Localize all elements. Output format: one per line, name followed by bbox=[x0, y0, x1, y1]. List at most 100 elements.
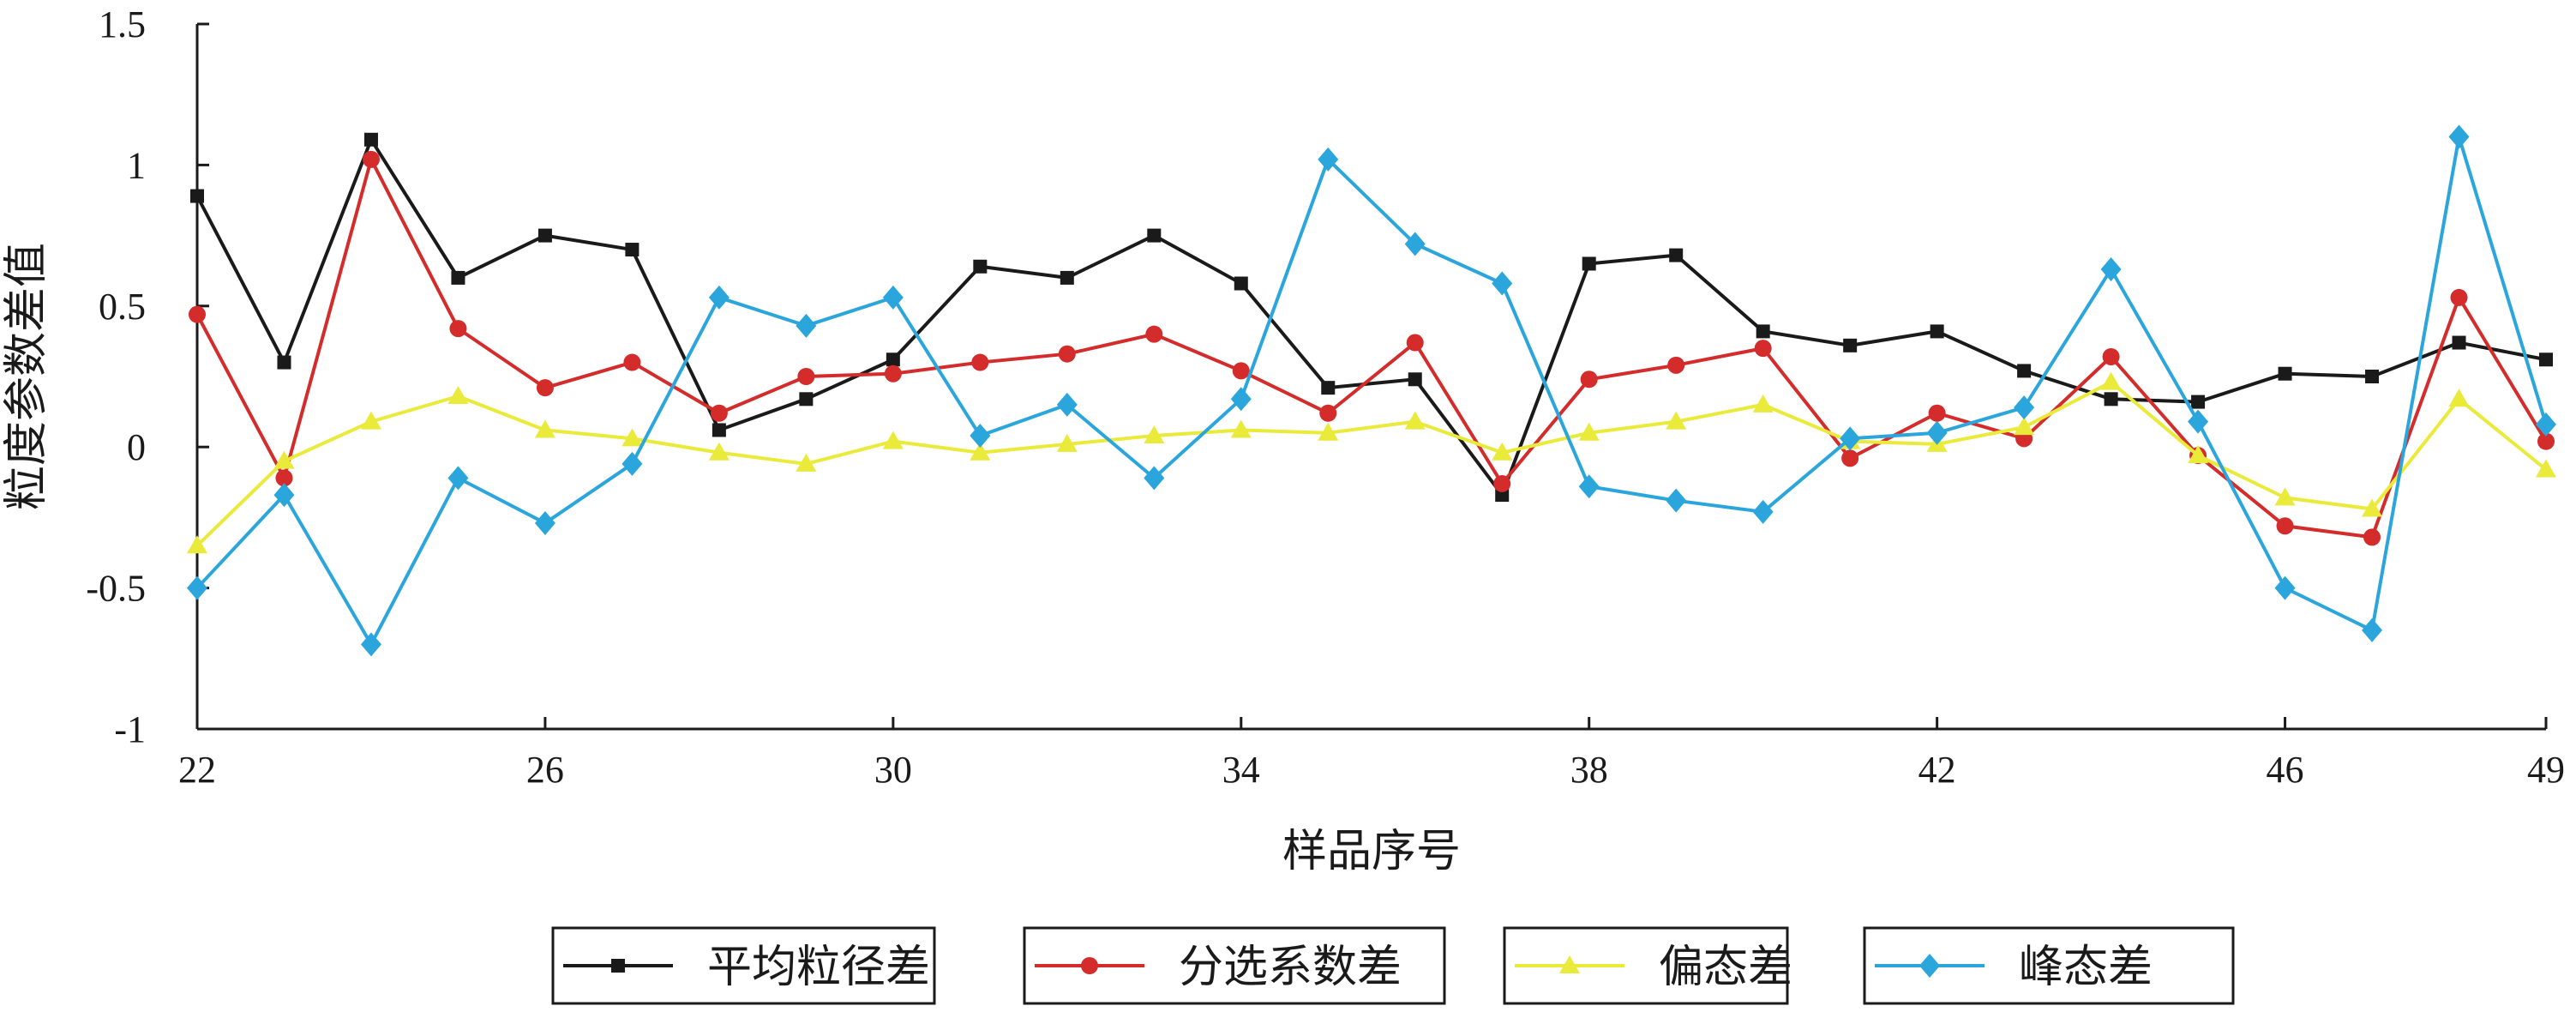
data-point bbox=[1582, 256, 1596, 271]
x-tick-label: 46 bbox=[2267, 749, 2304, 791]
y-tick-label: 0 bbox=[127, 426, 146, 468]
data-point bbox=[2362, 617, 2383, 642]
data-point bbox=[2100, 371, 2122, 390]
legend-swatch-marker bbox=[1081, 957, 1098, 974]
data-point bbox=[1492, 442, 1513, 461]
data-point bbox=[536, 379, 554, 397]
data-point bbox=[886, 352, 900, 367]
data-point bbox=[534, 510, 555, 535]
data-point bbox=[1321, 381, 1336, 395]
data-point bbox=[799, 392, 814, 407]
data-point bbox=[2365, 370, 2380, 383]
series-4 bbox=[187, 124, 2556, 657]
y-axis-title: 粒度参数差值 bbox=[1, 243, 52, 510]
legend-box bbox=[1023, 926, 1446, 1005]
data-point bbox=[2276, 517, 2294, 535]
data-point bbox=[1408, 372, 1422, 387]
data-point bbox=[537, 228, 552, 243]
data-point bbox=[708, 285, 730, 310]
series-layer bbox=[187, 124, 2556, 657]
data-point bbox=[187, 535, 207, 554]
data-point bbox=[1230, 387, 1252, 412]
data-point bbox=[2191, 395, 2206, 409]
data-point bbox=[2450, 288, 2468, 306]
data-point bbox=[190, 189, 204, 203]
data-point bbox=[1406, 334, 1424, 352]
data-point bbox=[1666, 488, 1687, 513]
legend-label: 分选系数差 bbox=[1179, 942, 1402, 993]
data-point bbox=[1667, 356, 1685, 374]
data-point bbox=[189, 305, 206, 323]
data-point bbox=[1580, 370, 1598, 389]
data-point bbox=[449, 320, 467, 338]
legend-box bbox=[1503, 926, 1789, 1005]
data-point bbox=[363, 132, 378, 147]
data-point bbox=[621, 451, 643, 476]
y-tick-label: 0.5 bbox=[99, 286, 146, 328]
data-point bbox=[273, 483, 295, 508]
data-point bbox=[1147, 228, 1162, 243]
data-point bbox=[2539, 352, 2553, 367]
legend-box bbox=[551, 926, 936, 1005]
data-point bbox=[277, 355, 291, 370]
x-tick-label: 49 bbox=[2527, 749, 2565, 791]
data-point bbox=[621, 428, 643, 447]
data-point bbox=[2188, 445, 2209, 464]
data-point bbox=[2452, 335, 2466, 350]
data-point bbox=[534, 419, 555, 438]
data-point bbox=[971, 353, 989, 371]
data-point bbox=[2363, 528, 2381, 546]
data-point bbox=[1318, 422, 1339, 441]
y-tick-label: 1.5 bbox=[99, 3, 146, 45]
data-point bbox=[2014, 395, 2035, 420]
data-point bbox=[2362, 498, 2383, 517]
data-point bbox=[1404, 411, 1426, 430]
data-point bbox=[796, 453, 817, 472]
series-line bbox=[195, 157, 2548, 539]
data-point bbox=[2100, 257, 2122, 282]
series-line bbox=[195, 135, 2548, 647]
legend-swatch-marker bbox=[1559, 955, 1580, 973]
data-point bbox=[187, 575, 207, 600]
data-point bbox=[1493, 474, 1511, 492]
data-point bbox=[1060, 270, 1074, 285]
data-point bbox=[1752, 394, 1774, 413]
data-point bbox=[882, 431, 904, 449]
data-point bbox=[1234, 276, 1248, 291]
legend-swatch-marker bbox=[1919, 954, 1940, 978]
data-point bbox=[1843, 338, 1858, 352]
data-point bbox=[797, 368, 815, 385]
x-tick-label: 22 bbox=[178, 749, 216, 791]
data-point bbox=[2014, 417, 2035, 436]
data-point bbox=[1926, 420, 1948, 445]
data-point bbox=[1404, 232, 1426, 256]
legend-item-3: 偏态差 bbox=[1503, 926, 1792, 1005]
legend-label: 峰态差 bbox=[2019, 942, 2153, 993]
series-2 bbox=[189, 150, 2555, 546]
data-point bbox=[1056, 433, 1078, 452]
data-point bbox=[2017, 364, 2032, 378]
y-tick-label: 1 bbox=[127, 144, 146, 186]
data-point bbox=[1144, 425, 1165, 444]
data-point bbox=[1492, 271, 1513, 296]
data-point bbox=[970, 442, 991, 461]
data-point bbox=[2274, 487, 2296, 506]
data-point bbox=[1754, 340, 1772, 358]
data-point bbox=[1669, 248, 1684, 262]
plot-area: 1.5 1 0.5 0 -0.5 -1 22 26 30 34 38 42 46 49 bbox=[86, 3, 2565, 791]
legend-box bbox=[1863, 926, 2235, 1005]
data-point bbox=[1232, 362, 1250, 380]
data-point bbox=[447, 466, 469, 491]
data-point bbox=[360, 632, 381, 657]
data-point bbox=[796, 313, 817, 338]
data-point bbox=[708, 442, 730, 461]
data-point bbox=[1230, 419, 1252, 438]
legend: 平均粒径差 分选系数差 偏态差 峰态差 bbox=[551, 926, 2235, 1005]
data-point bbox=[625, 243, 639, 257]
data-point bbox=[1318, 147, 1339, 172]
legend-item-4: 峰态差 bbox=[1863, 926, 2235, 1005]
data-point bbox=[1928, 404, 1946, 422]
data-point bbox=[2102, 347, 2120, 365]
data-point bbox=[451, 270, 465, 285]
data-point bbox=[1930, 324, 1944, 339]
